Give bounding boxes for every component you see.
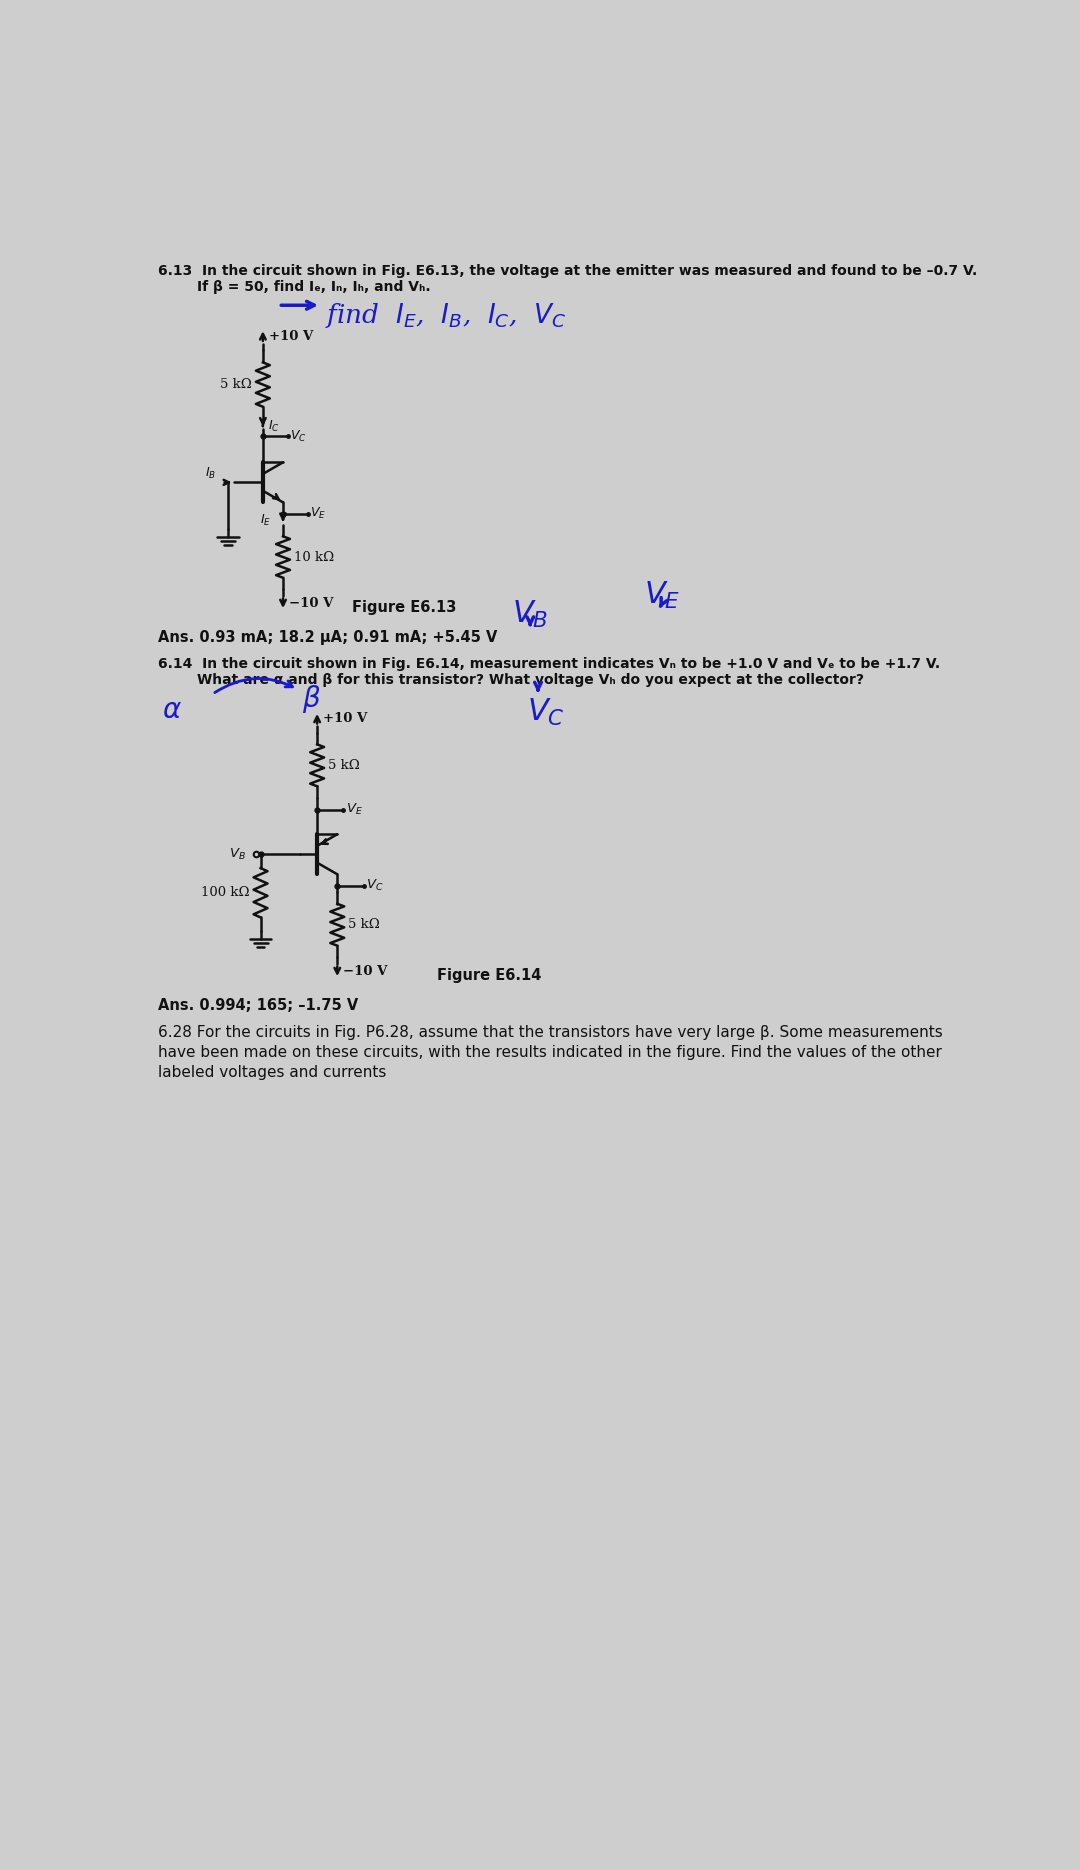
Text: $V_B$: $V_B$: [229, 847, 246, 862]
Text: find  $I_E$,  $I_B$,  $I_C$,  $V_C$: find $I_E$, $I_B$, $I_C$, $V_C$: [325, 301, 567, 331]
Text: $V_E$: $V_E$: [310, 507, 326, 522]
Text: Ans. 0.994; 165; –1.75 V: Ans. 0.994; 165; –1.75 V: [159, 999, 359, 1014]
Text: 5 kΩ: 5 kΩ: [220, 378, 252, 391]
Text: Figure E6.13: Figure E6.13: [352, 600, 457, 615]
Text: 6.28 For the circuits in Fig. P6.28, assume that the transistors have very large: 6.28 For the circuits in Fig. P6.28, ass…: [159, 1025, 943, 1040]
Text: −10 V: −10 V: [289, 597, 334, 610]
Text: 6.13  In the circuit shown in Fig. E6.13, the voltage at the emitter was measure: 6.13 In the circuit shown in Fig. E6.13,…: [159, 264, 977, 279]
Text: $I_C$: $I_C$: [268, 419, 280, 434]
Text: $V_C$: $V_C$: [527, 698, 565, 727]
Text: −10 V: −10 V: [343, 965, 388, 978]
Text: If β = 50, find Iₑ, Iₙ, Iₕ, and Vₕ.: If β = 50, find Iₑ, Iₙ, Iₕ, and Vₕ.: [159, 280, 431, 294]
Text: labeled voltages and currents: labeled voltages and currents: [159, 1066, 387, 1081]
Text: 6.14  In the circuit shown in Fig. E6.14, measurement indicates Vₙ to be +1.0 V : 6.14 In the circuit shown in Fig. E6.14,…: [159, 656, 941, 671]
Text: 10 kΩ: 10 kΩ: [294, 550, 334, 563]
Text: $\alpha$: $\alpha$: [162, 698, 183, 724]
Text: $V_E$: $V_E$: [644, 580, 680, 611]
Text: have been made on these circuits, with the results indicated in the figure. Find: have been made on these circuits, with t…: [159, 1045, 942, 1060]
Text: $I_B$: $I_B$: [205, 466, 216, 481]
Text: $V_E$: $V_E$: [346, 802, 363, 817]
Text: +10 V: +10 V: [269, 329, 313, 342]
Text: $I_E$: $I_E$: [260, 512, 271, 527]
Text: 5 kΩ: 5 kΩ: [348, 918, 380, 931]
Text: 100 kΩ: 100 kΩ: [201, 886, 249, 899]
Text: +10 V: +10 V: [323, 712, 367, 726]
Text: $V_C$: $V_C$: [291, 428, 307, 443]
Text: Ans. 0.93 mA; 18.2 μA; 0.91 mA; +5.45 V: Ans. 0.93 mA; 18.2 μA; 0.91 mA; +5.45 V: [159, 630, 498, 645]
Text: $\beta$: $\beta$: [301, 683, 321, 714]
Text: 5 kΩ: 5 kΩ: [328, 759, 360, 772]
Text: Figure E6.14: Figure E6.14: [437, 967, 542, 982]
Text: What are α and β for this transistor? What voltage Vₕ do you expect at the colle: What are α and β for this transistor? Wh…: [159, 673, 864, 686]
Text: $V_C$: $V_C$: [366, 879, 383, 894]
Text: $V_B$: $V_B$: [512, 598, 549, 630]
